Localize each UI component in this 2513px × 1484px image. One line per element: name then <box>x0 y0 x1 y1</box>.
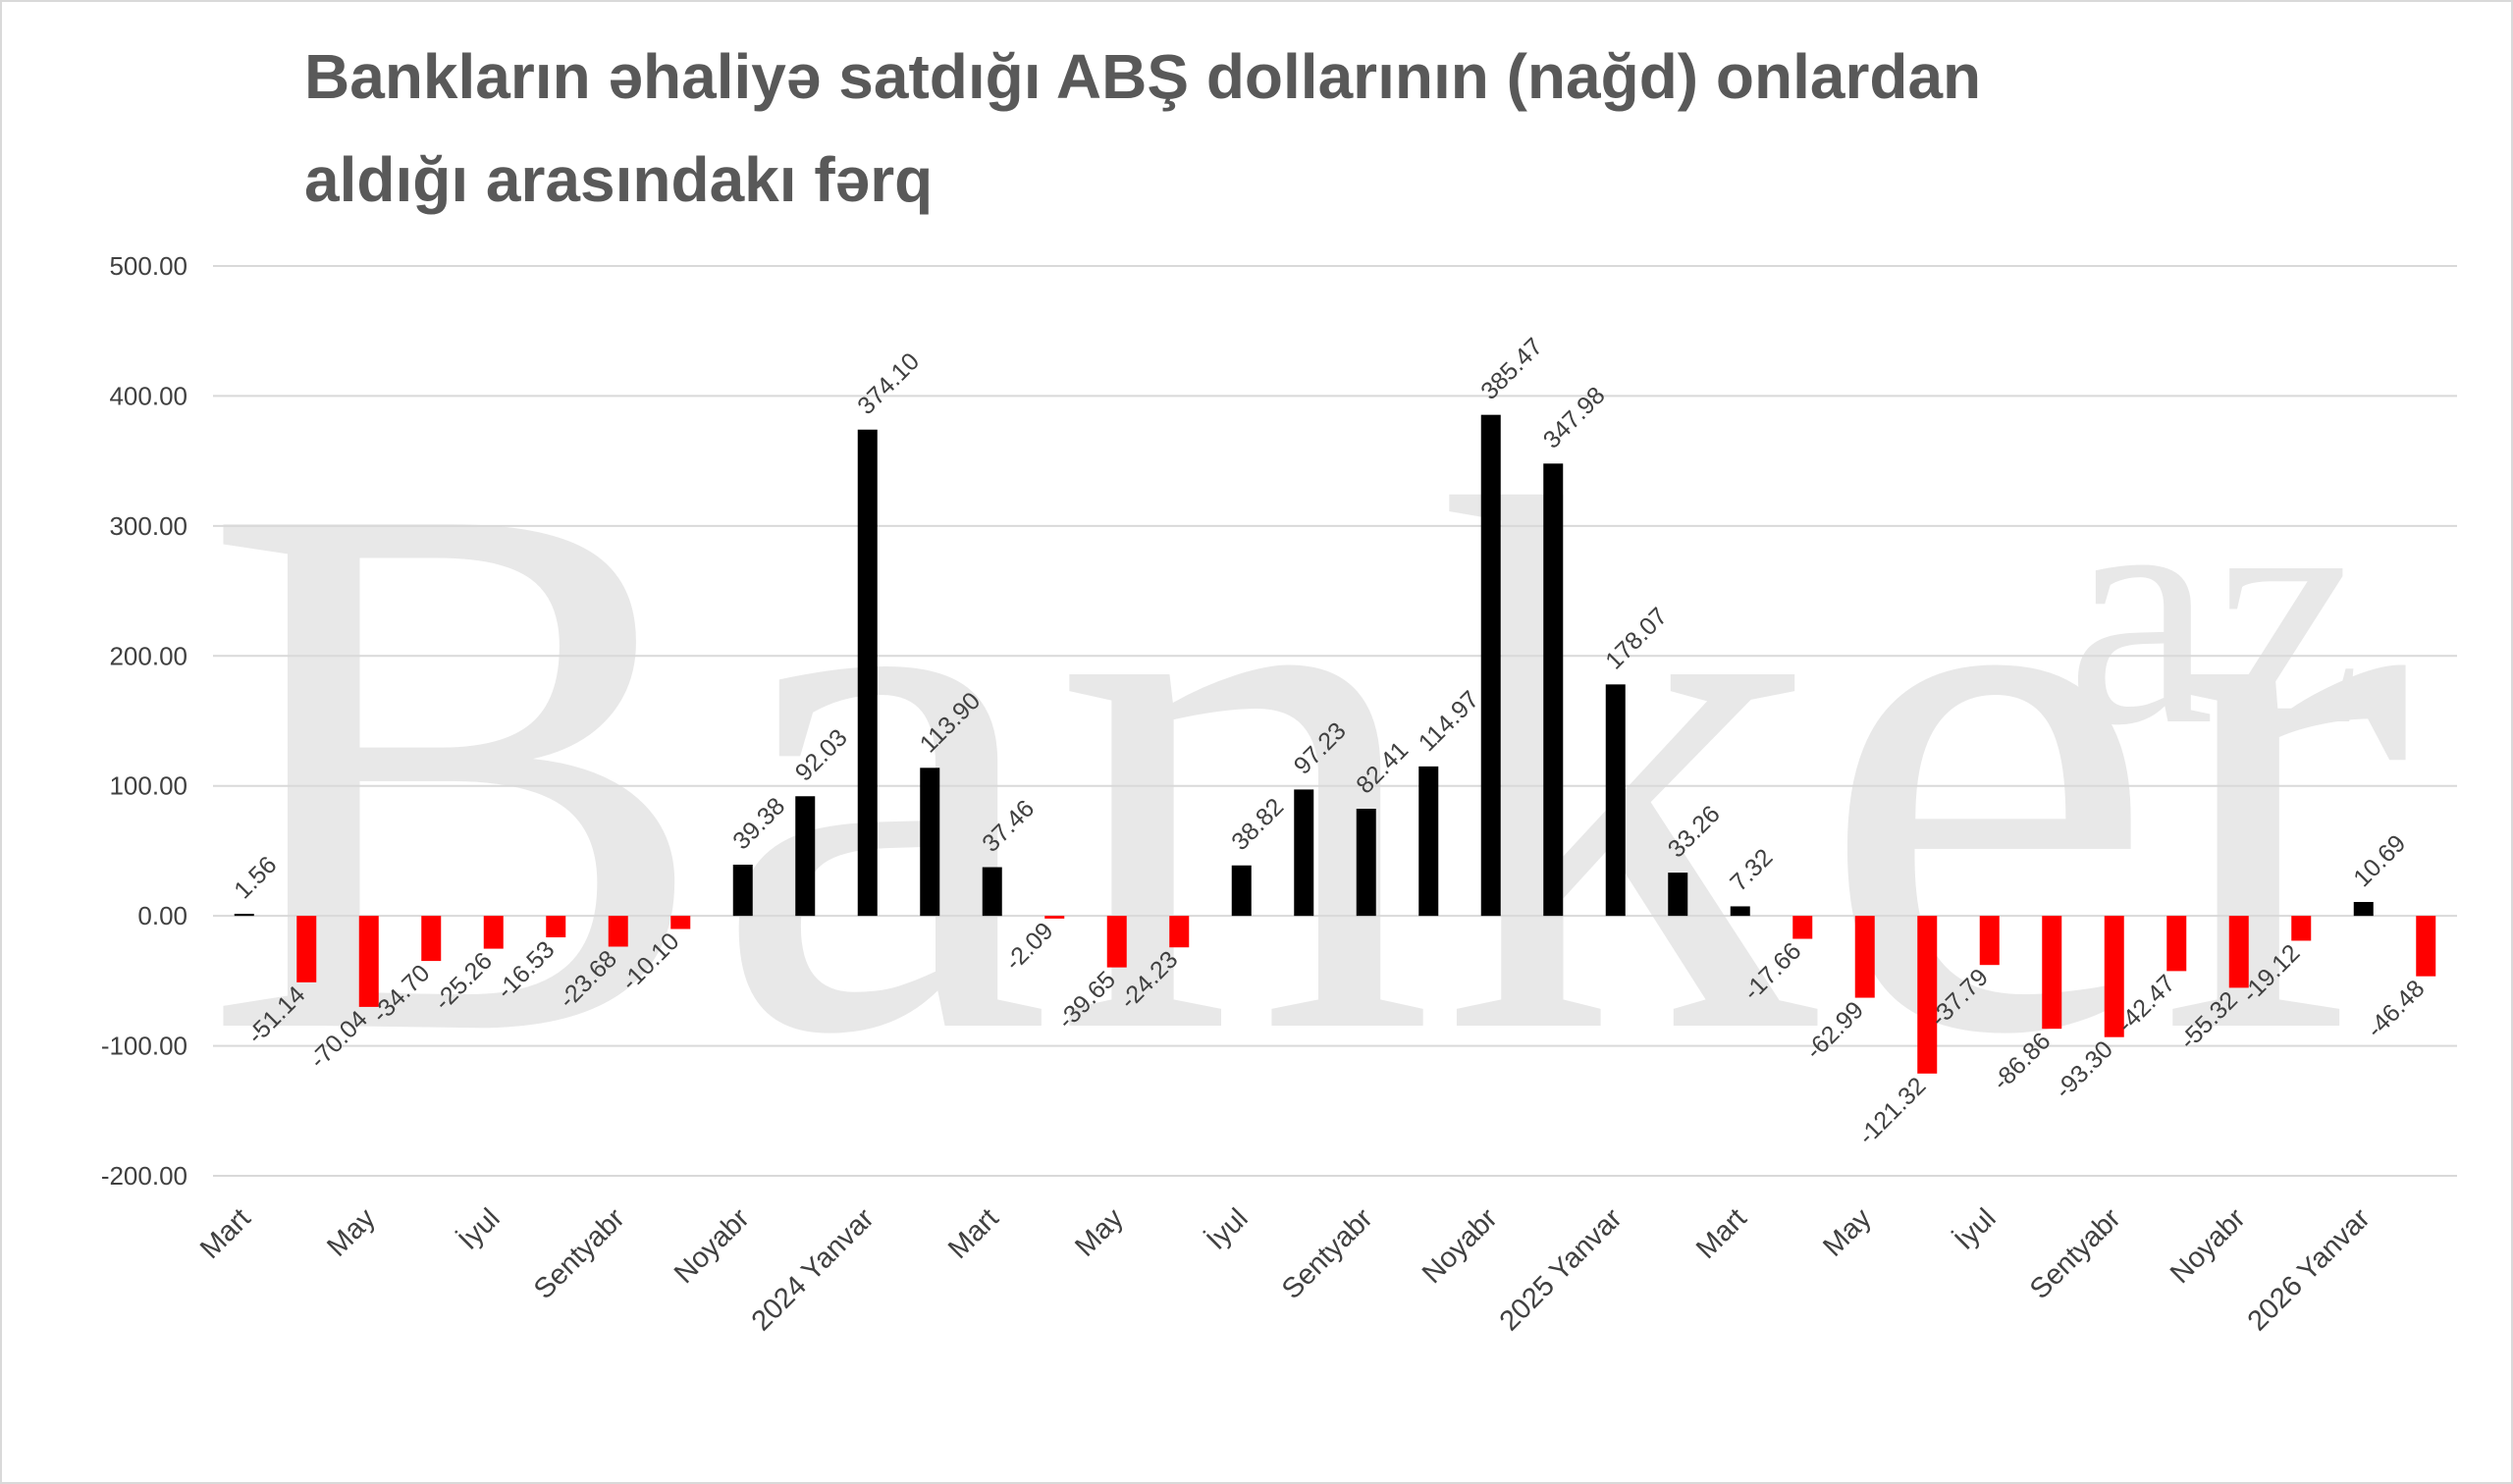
y-tick-label: 0.00 <box>137 901 187 930</box>
bar <box>1356 809 1376 917</box>
chart-title: Bankların əhaliyə satdığı ABŞ dollarının… <box>304 41 1981 112</box>
bar <box>1418 766 1439 917</box>
bar <box>1979 916 2000 966</box>
bar <box>2291 916 2312 941</box>
bar <box>234 914 254 917</box>
bar <box>1231 865 1252 917</box>
bar <box>2166 916 2187 972</box>
bar <box>670 916 691 929</box>
bar <box>1917 916 1938 1074</box>
bar <box>2353 901 2374 917</box>
bar <box>1169 916 1190 948</box>
bar <box>296 916 317 982</box>
bar <box>1792 916 1813 939</box>
bar <box>2042 916 2062 1030</box>
bar <box>1605 684 1626 917</box>
bar <box>732 864 753 917</box>
y-tick-label: 500.00 <box>109 251 187 281</box>
bar <box>483 916 504 949</box>
bar <box>358 916 379 1007</box>
bar <box>2228 916 2249 988</box>
bar <box>920 768 940 917</box>
bar <box>421 916 442 962</box>
bar <box>1543 463 1564 917</box>
y-tick-label: -100.00 <box>101 1032 187 1061</box>
bar <box>2104 916 2124 1037</box>
y-tick-label: 300.00 <box>109 511 187 541</box>
watermark: az <box>2066 424 2363 794</box>
y-tick-label: 100.00 <box>109 771 187 801</box>
bar <box>608 916 628 947</box>
bar <box>2416 916 2436 977</box>
y-tick-label: -200.00 <box>101 1161 187 1191</box>
watermark: Banker <box>201 344 2412 1192</box>
bar <box>1294 789 1314 917</box>
bar <box>795 796 816 917</box>
y-tick-label: 200.00 <box>109 641 187 670</box>
bar <box>982 867 1002 917</box>
bar <box>1730 906 1750 917</box>
bar <box>1044 916 1065 919</box>
bar <box>1480 414 1501 917</box>
bar <box>1106 916 1127 968</box>
y-tick-label: 400.00 <box>109 381 187 410</box>
chart-title: aldığı arasındakı fərq <box>304 144 933 215</box>
bar <box>546 916 566 938</box>
bar <box>1668 873 1688 917</box>
bar <box>857 429 878 917</box>
bar <box>1854 916 1875 998</box>
